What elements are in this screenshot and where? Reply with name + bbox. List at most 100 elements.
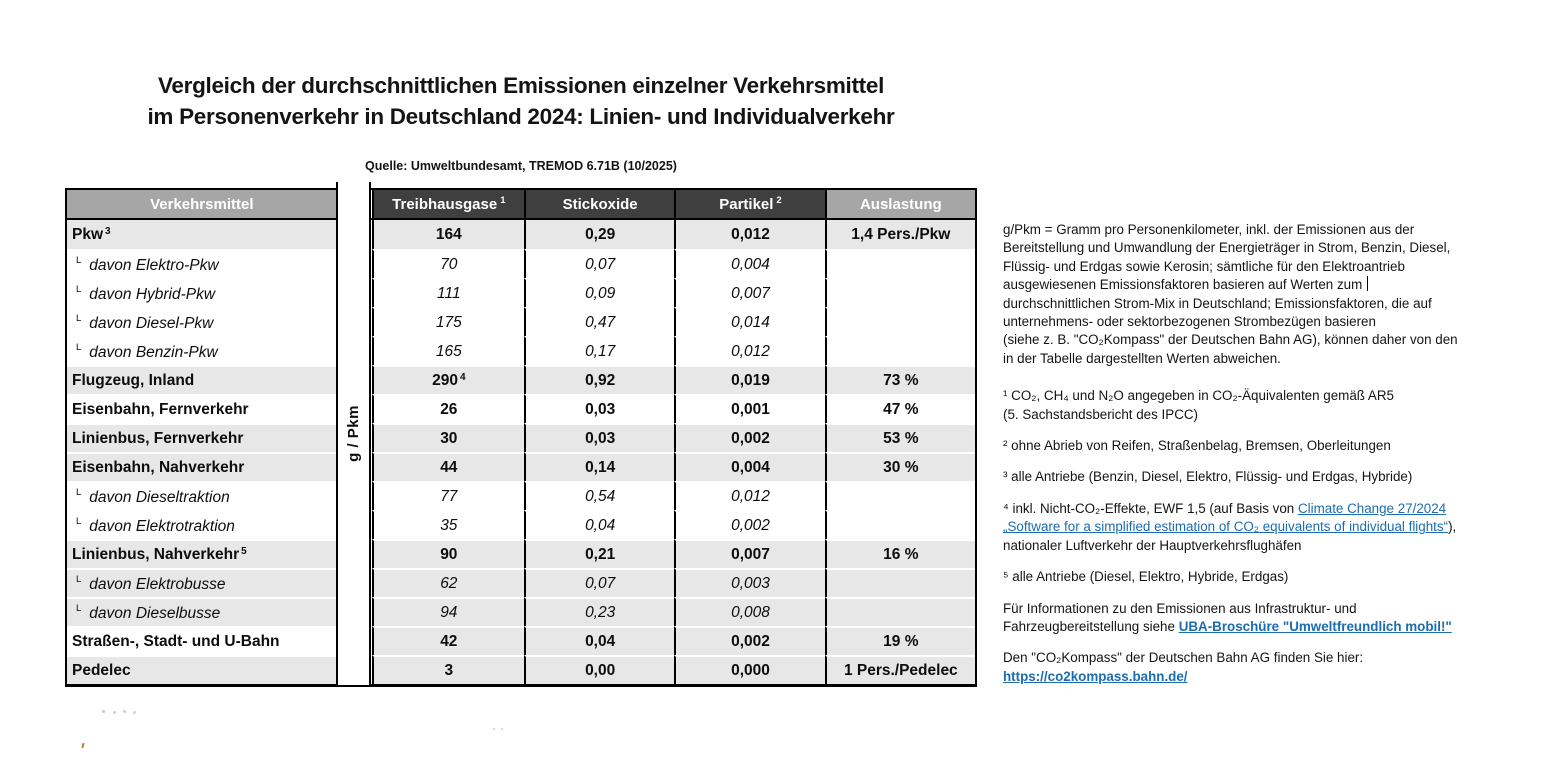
transport-label: davon Dieseltraktion	[89, 488, 230, 506]
load-value-cell: 1,4 Pers./Pkw	[824, 220, 975, 249]
transport-label: Eisenbahn, Fernverkehr	[72, 400, 249, 418]
cell-value: 35	[440, 516, 458, 534]
transport-label: Flugzeug, Inland	[72, 371, 195, 389]
header-partikel: Partikel 2	[674, 190, 825, 220]
emissions-table: Verkehrsmittel Treibhausgase 1 Stickoxide…	[65, 182, 977, 687]
cell-value: 0,03	[585, 400, 616, 418]
ghg-value-cell: 3	[371, 655, 524, 684]
ghg-value-cell: 90	[371, 539, 524, 568]
cell-value: 0,000	[731, 661, 770, 679]
pm-value-cell: 0,012	[674, 481, 825, 510]
page-title-line1: Vergleich der durchschnittlichen Emissio…	[157, 73, 885, 98]
text-cursor	[1366, 276, 1369, 292]
cell-value: 0,004	[731, 458, 770, 476]
cell-value: 30 %	[883, 458, 919, 476]
note-text: ⁵ alle Antriebe (Diesel, Elektro, Hybrid…	[1003, 569, 1289, 585]
cell-value: 0,001	[731, 400, 770, 418]
note-paragraph: ⁴ inkl. Nicht-CO₂-Effekte, EWF 1,5 (auf …	[1003, 500, 1503, 555]
nox-value-cell: 0,09	[523, 278, 675, 307]
unit-column-strip: g / Pkm	[336, 182, 371, 685]
nox-value-cell: 0,47	[523, 307, 675, 336]
transport-label-cell: Linienbus, Nahverkehr 5	[67, 539, 337, 568]
cell-value: 0,54	[585, 487, 616, 505]
table-row: Flugzeug, Inland 290 4 0,92 0,019 73 %	[67, 365, 975, 394]
load-value-cell	[824, 307, 975, 336]
load-value-cell: 47 %	[824, 394, 975, 423]
pm-value-cell: 0,014	[674, 307, 825, 336]
note-text: ), nationaler Luftverkehr der Hauptverke…	[1003, 519, 1457, 553]
cell-value: 0,21	[585, 545, 616, 563]
note-paragraph: ² ohne Abrieb von Reifen, Straßenbelag, …	[1003, 437, 1503, 455]
pm-value-cell: 0,019	[674, 365, 825, 394]
note-link[interactable]: Climate Change 27/2024 „Software for a s…	[1003, 500, 1449, 535]
pm-value-cell: 0,012	[674, 220, 825, 249]
cell-value: 19 %	[883, 632, 919, 650]
pm-value-cell: 0,002	[674, 510, 825, 539]
pm-value-cell: 0,002	[674, 423, 825, 452]
cell-value: 3	[444, 661, 454, 679]
note-paragraph: Für Informationen zu den Emissionen aus …	[1003, 600, 1503, 637]
cell-value: 0,012	[731, 487, 770, 505]
load-value-cell: 19 %	[824, 626, 975, 655]
header-label: Auslastung	[859, 195, 942, 213]
emissions-table-grid: Verkehrsmittel Treibhausgase 1 Stickoxide…	[65, 188, 977, 687]
cell-value: 16 %	[883, 545, 919, 563]
pm-value-cell: 0,000	[674, 655, 825, 684]
load-value-cell	[824, 568, 975, 597]
transport-label: davon Elektro-Pkw	[89, 256, 219, 274]
unit-label: g / Pkm	[345, 405, 362, 462]
cell-value: 164	[435, 225, 462, 243]
cell-value: 0,004	[731, 255, 770, 273]
cell-value: 0,04	[585, 632, 616, 650]
cell-value: 0,002	[731, 429, 770, 447]
load-value-cell	[824, 597, 975, 626]
cell-value: 53 %	[883, 429, 919, 447]
nox-value-cell: 0,03	[523, 423, 675, 452]
load-value-cell: 16 %	[824, 539, 975, 568]
cell-value: 0,07	[585, 574, 616, 592]
cell-value: 0,007	[731, 284, 770, 302]
nox-value-cell: 0,07	[523, 568, 675, 597]
branch-marker: L	[76, 341, 82, 353]
cell-value: 0,003	[731, 574, 770, 592]
cell-value: 0,019	[731, 371, 770, 389]
transport-label: Linienbus, Nahverkehr	[72, 545, 240, 563]
footnote-marker: 3	[105, 225, 111, 237]
note-link[interactable]: https://co2kompass.bahn.de/	[1003, 668, 1188, 684]
page-title-line2: im Personenverkehr in Deutschland 2024: …	[147, 104, 895, 129]
footnote-marker: 4	[459, 371, 466, 383]
load-value-cell: 53 %	[824, 423, 975, 452]
cell-value: 0,012	[731, 342, 770, 360]
note-link[interactable]: UBA-Broschüre "Umweltfreundlich mobil!"	[1178, 618, 1452, 634]
branch-marker: L	[76, 312, 82, 324]
header-auslastung: Auslastung	[824, 190, 975, 220]
nox-value-cell: 0,07	[523, 249, 675, 278]
note-text: Den "CO₂Kompass" der Deutschen Bahn AG f…	[1003, 650, 1364, 666]
transport-label-cell: Linienbus, Fernverkehr	[67, 423, 337, 452]
transport-label: davon Diesel-Pkw	[89, 314, 214, 332]
header-label: Partikel	[719, 196, 774, 213]
branch-marker: L	[76, 515, 82, 527]
cell-value: 73 %	[883, 371, 919, 389]
ghg-value-cell: 111	[371, 278, 524, 307]
ghg-value-cell: 70	[371, 249, 524, 278]
note-paragraph: ³ alle Antriebe (Benzin, Diesel, Elektro…	[1003, 468, 1503, 486]
cell-value: 175	[435, 313, 462, 331]
nox-value-cell: 0,29	[523, 220, 675, 249]
cell-value: 0,47	[585, 313, 616, 331]
table-row: Eisenbahn, Nahverkehr 44 0,14 0,004 30 %	[67, 452, 975, 481]
smudge-artifact-2	[493, 728, 495, 730]
cell-value: 47 %	[883, 400, 919, 418]
table-row: Pedelec 3 0,00 0,000 1 Pers./Pedelec	[67, 655, 975, 684]
transport-label-cell: Pedelec	[67, 655, 337, 684]
cell-value: 0,14	[585, 458, 616, 476]
note-text: durchschnittlichen Strom-Mix in Deutschl…	[1003, 295, 1458, 366]
pm-value-cell: 0,008	[674, 597, 825, 626]
transport-label: davon Hybrid-Pkw	[89, 285, 216, 303]
load-value-cell	[824, 249, 975, 278]
